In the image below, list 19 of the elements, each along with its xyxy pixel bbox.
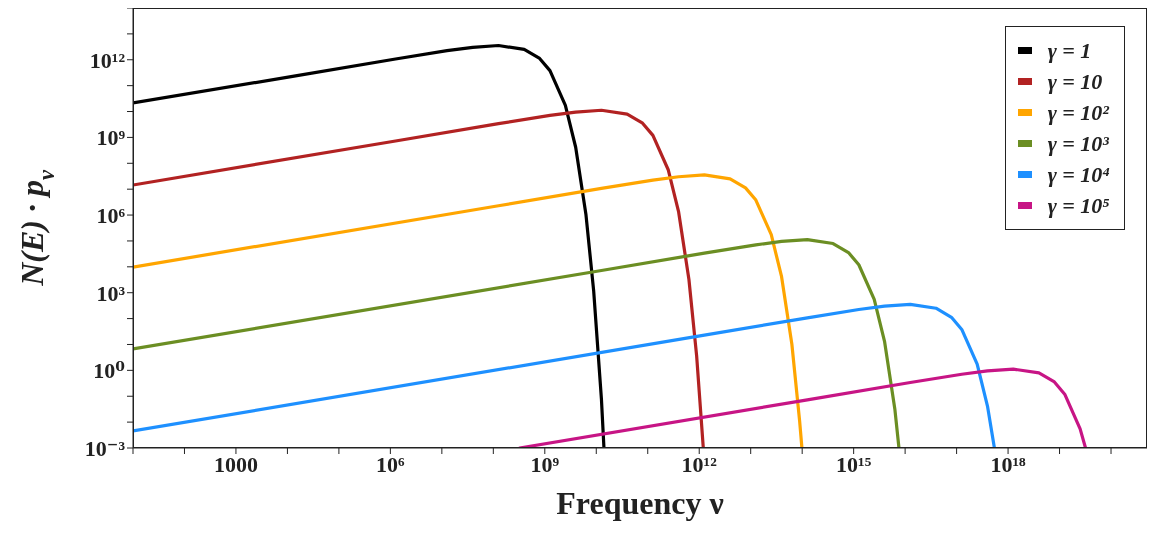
- y-tick-label: 10⁹: [96, 125, 126, 151]
- legend-label: γ = 10⁴: [1047, 161, 1110, 187]
- x-tick-label: 10¹⁸: [990, 451, 1027, 477]
- y-tick-label: 10⁶: [96, 202, 126, 228]
- legend-label: γ = 10: [1047, 68, 1103, 94]
- x-axis-title: Frequency ν: [556, 485, 724, 521]
- x-tick-label: 10¹⁵: [836, 451, 872, 477]
- y-tick-label: 10⁻³: [84, 435, 126, 461]
- legend-label: γ = 10²: [1047, 99, 1109, 125]
- x-tick-label: 10¹²: [681, 451, 718, 477]
- x-tick-label: 10⁹: [530, 451, 560, 477]
- legend-label: γ = 10⁵: [1047, 192, 1110, 218]
- y-tick-label: 10¹²: [89, 47, 126, 73]
- legend-label: γ = 1: [1047, 37, 1092, 63]
- x-tick-label: 1000: [213, 451, 258, 477]
- legend-label: γ = 10³: [1047, 130, 1109, 156]
- x-tick-label: 10⁶: [376, 451, 406, 477]
- y-tick-label: 10⁰: [93, 358, 126, 384]
- y-tick-label: 10³: [96, 280, 126, 306]
